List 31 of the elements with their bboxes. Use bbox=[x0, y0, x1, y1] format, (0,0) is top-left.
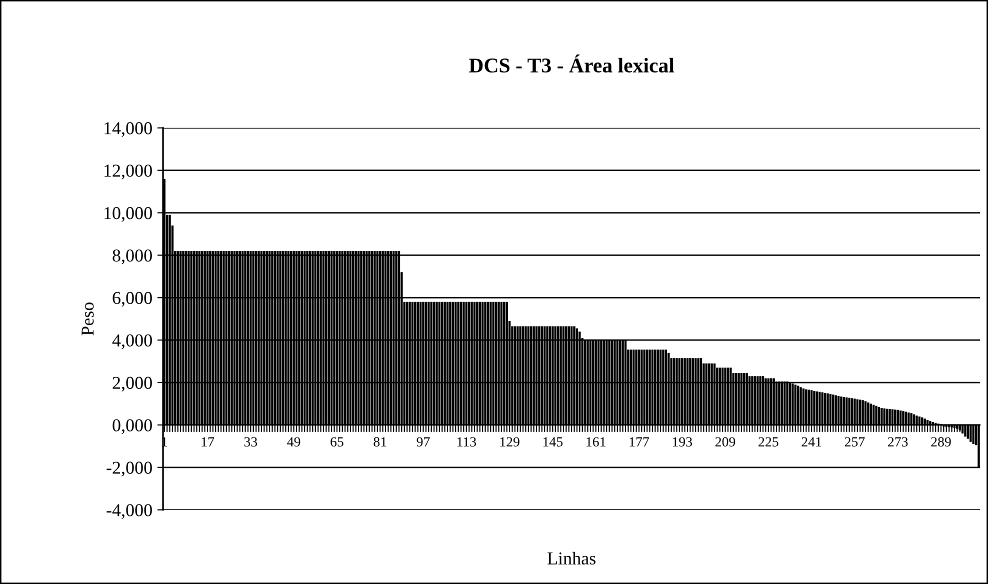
y-tick-label: 10,000 bbox=[104, 207, 152, 222]
x-tick-label: 225 bbox=[758, 437, 778, 447]
x-tick-label: 241 bbox=[802, 437, 822, 446]
y-tick-label: -2,000 bbox=[106, 462, 152, 476]
x-tick-label: 129 bbox=[500, 437, 520, 447]
y-tick-label: 12,000 bbox=[104, 164, 152, 180]
y-tick-label: 8,000 bbox=[112, 249, 152, 264]
x-tick-label: 17 bbox=[202, 437, 214, 446]
x-tick-label: 257 bbox=[844, 437, 865, 447]
x-tick-label: 113 bbox=[457, 437, 476, 447]
x-tick-label: 161 bbox=[586, 437, 606, 447]
y-tick-label: 14,000 bbox=[104, 122, 152, 137]
x-tick-label: 273 bbox=[888, 437, 908, 447]
x-tick-label: 145 bbox=[543, 437, 563, 447]
y-tick-label: 0,000 bbox=[112, 419, 152, 434]
x-tick-label: 177 bbox=[630, 437, 649, 446]
y-tick-label: -4,000 bbox=[106, 504, 152, 519]
y-tick-label: 6,000 bbox=[112, 292, 152, 307]
y-tick-label: 4,000 bbox=[112, 334, 152, 350]
x-tick-label: 81 bbox=[374, 437, 386, 447]
x-tick-label: 289 bbox=[931, 437, 951, 447]
chart-title: DCS - T3 - Área lexical bbox=[469, 54, 674, 73]
x-tick-label: 65 bbox=[330, 437, 344, 447]
y-axis-title: Peso bbox=[82, 302, 94, 336]
x-tick-label: 97 bbox=[416, 437, 430, 447]
x-tick-label: 33 bbox=[244, 437, 258, 447]
x-axis-title: Linhas bbox=[548, 552, 596, 565]
y-tick-label: 2,000 bbox=[112, 376, 152, 392]
x-tick-label: 49 bbox=[287, 437, 300, 447]
x-tick-label: 209 bbox=[715, 437, 736, 447]
x-tick-label: 193 bbox=[672, 437, 692, 447]
